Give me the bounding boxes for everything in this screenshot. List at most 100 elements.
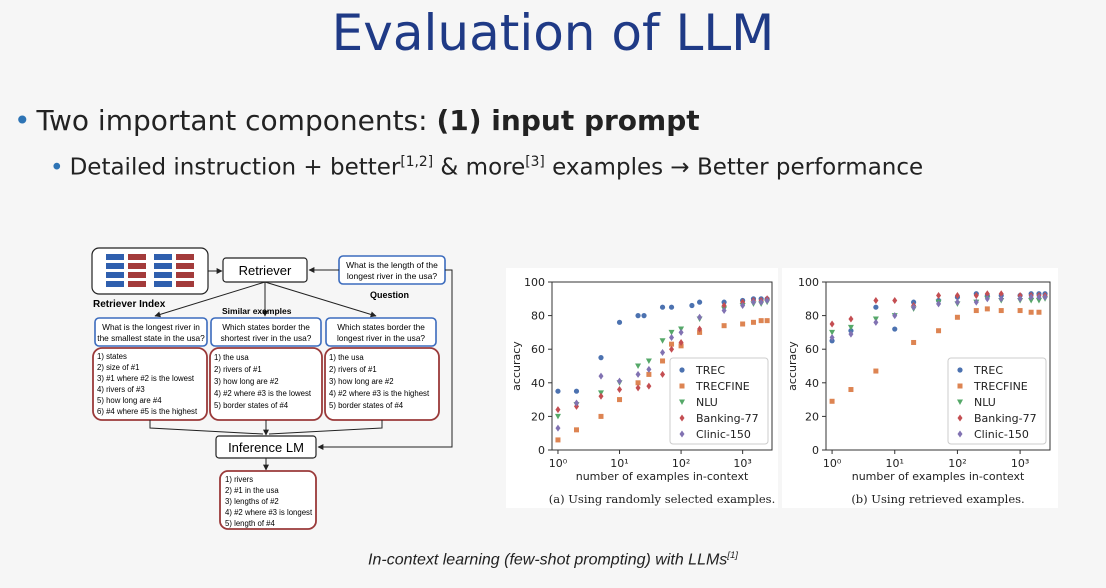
decomposition-step: 4) rivers of #3 (97, 385, 145, 394)
example-question: the smallest state in the usa? (97, 333, 205, 343)
slide-title: Evaluation of LLM (331, 4, 775, 62)
data-point (1017, 295, 1023, 303)
data-point (646, 365, 652, 373)
y-tick-label: 20 (531, 410, 545, 423)
output-step: 3) lengths of #2 (225, 497, 279, 506)
data-point (873, 304, 879, 310)
example-question: longest river in the usa? (337, 333, 425, 343)
y-tick-label: 60 (805, 343, 819, 356)
legend-label: NLU (696, 396, 718, 409)
question-label: Question (370, 290, 409, 300)
data-point (641, 313, 647, 319)
data-point (555, 406, 561, 414)
data-point (669, 333, 675, 341)
data-point (697, 313, 703, 321)
data-point (721, 323, 727, 329)
sub-bullet-text: Detailed instruction + better (69, 154, 401, 181)
data-point (617, 386, 623, 394)
decomposition-step: 5) how long are #4 (97, 396, 162, 405)
data-point (873, 318, 879, 326)
y-tick-label: 100 (798, 276, 819, 289)
question-line: What is the length of the (346, 260, 438, 270)
data-point (758, 318, 764, 324)
data-point (847, 324, 854, 331)
data-point (848, 387, 854, 393)
sub-bullet-text: & more (433, 154, 526, 181)
legend-marker (679, 383, 685, 389)
x-tick-label: 10⁰ (549, 457, 568, 470)
bullet-icon: • (14, 104, 31, 137)
data-point (954, 314, 960, 320)
data-point (1042, 293, 1048, 301)
data-point (645, 358, 652, 364)
data-point (554, 413, 561, 420)
bullet-icon: • (50, 154, 64, 181)
citation-ref: [1,2] (400, 154, 434, 170)
data-point (660, 358, 666, 364)
legend-label: Clinic-150 (696, 428, 751, 441)
output-step: 2) #1 in the usa (225, 486, 279, 495)
bullet-bold: (1) input prompt (436, 104, 700, 137)
y-tick-label: 0 (812, 444, 819, 457)
data-point (598, 413, 604, 419)
legend-box (669, 357, 769, 445)
legend-label: Clinic-150 (974, 428, 1029, 441)
plot-frame (551, 281, 773, 451)
data-point (984, 295, 990, 303)
y-axis-label: accuracy (510, 341, 523, 391)
legend-box (947, 357, 1047, 445)
bullet-text: Two important components: (36, 104, 437, 137)
data-point (555, 424, 561, 432)
data-point (635, 370, 641, 378)
data-point (1028, 309, 1034, 315)
y-axis-label: accuracy (786, 341, 799, 391)
citation-ref: [1] (727, 550, 738, 561)
data-point (668, 304, 675, 310)
data-point (936, 328, 942, 334)
example-question: shortest river in the usa? (221, 333, 312, 343)
data-point (678, 338, 684, 346)
data-point (668, 329, 675, 336)
decomposition-step: 1) the usa (329, 353, 364, 362)
y-tick-label: 20 (805, 410, 819, 423)
data-point (573, 388, 580, 394)
x-tick-label: 10² (672, 457, 690, 470)
legend-label: Banking-77 (974, 412, 1037, 425)
data-point (721, 302, 727, 310)
data-point (973, 291, 979, 299)
data-point (848, 330, 854, 338)
data-point (936, 291, 942, 299)
y-tick-label: 0 (538, 444, 545, 457)
decomposition-step: 2) rivers of #1 (329, 365, 377, 374)
decomposition-step: 2) size of #1 (97, 363, 139, 372)
legend-marker (957, 414, 963, 422)
data-point (829, 329, 836, 336)
y-tick-label: 60 (531, 343, 545, 356)
data-point (758, 298, 764, 306)
data-point (911, 339, 917, 345)
decomposition-step: 4) #2 where #3 is the lowest (214, 389, 312, 398)
legend-label: TRECFINE (973, 380, 1028, 393)
retriever-box: Retriever (239, 263, 292, 278)
data-point (646, 371, 652, 377)
y-tick-label: 40 (805, 377, 819, 390)
legend-label: TREC (695, 364, 725, 377)
data-point (678, 328, 684, 336)
data-point (973, 298, 979, 306)
data-point (998, 290, 1004, 298)
data-point (873, 368, 879, 374)
decomposition-step: 1) states (97, 352, 127, 361)
data-point (998, 295, 1004, 303)
data-point (750, 319, 756, 325)
sub-bullet: • Detailed instruction + better[1,2] & mo… (50, 154, 923, 181)
citation-ref: [3] (525, 154, 545, 170)
decomposition-step: 4) #2 where #3 is the highest (329, 389, 430, 398)
data-point (829, 320, 835, 328)
example-question: Which states border the (222, 322, 310, 332)
x-tick-label: 10³ (733, 457, 751, 470)
data-point (646, 382, 652, 390)
data-point (764, 318, 770, 324)
output-step: 1) rivers (225, 475, 253, 484)
data-point (635, 384, 641, 392)
